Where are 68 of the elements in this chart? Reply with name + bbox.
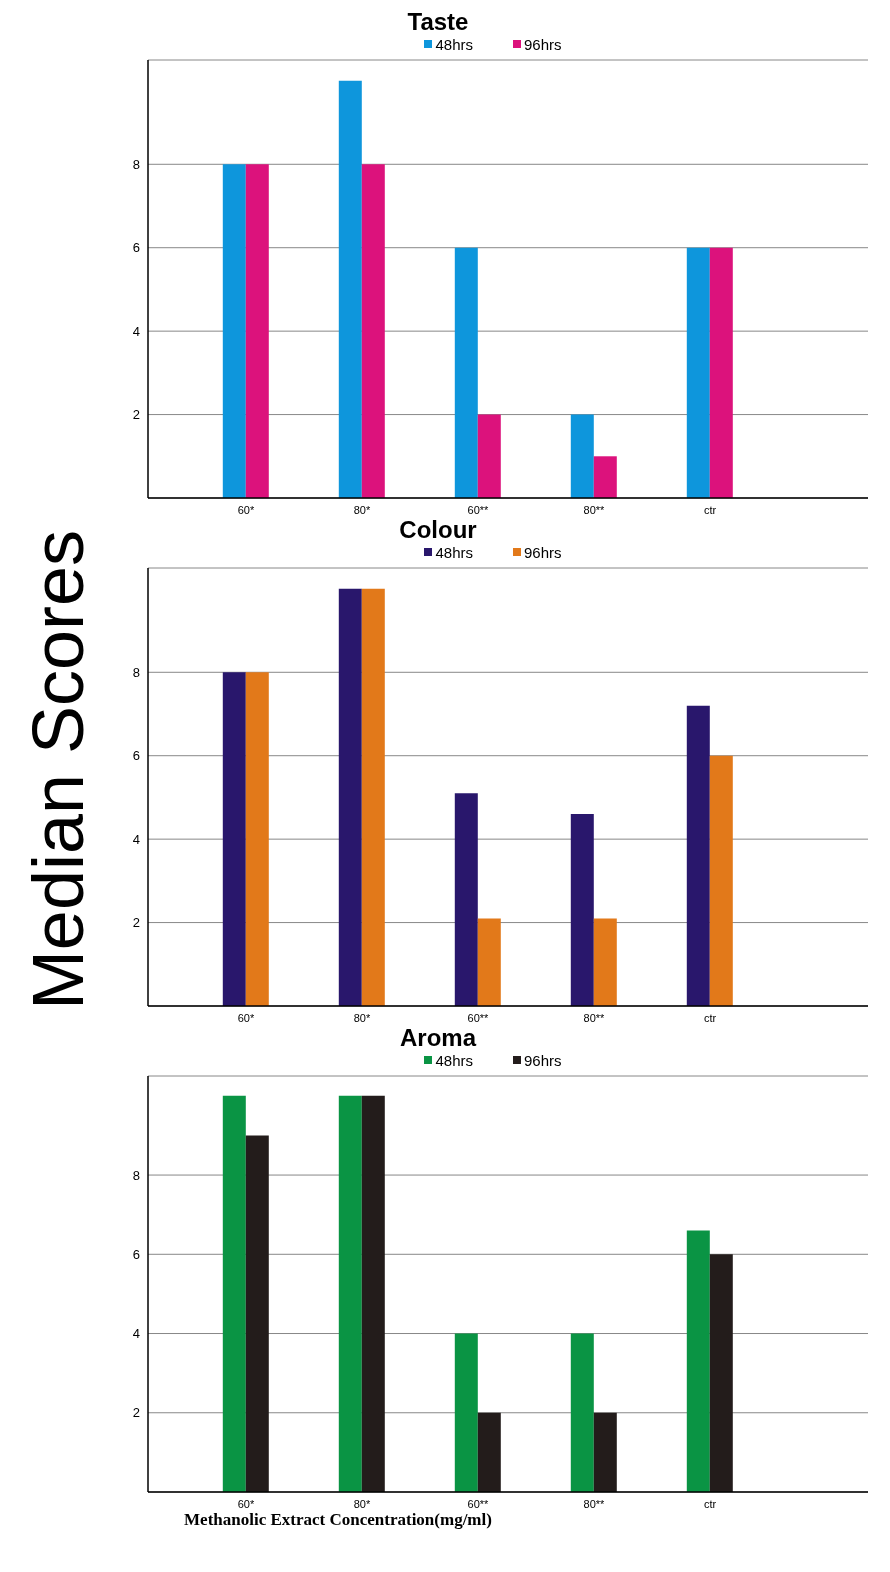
x-tick-label: 60** bbox=[467, 1497, 490, 1510]
x-tick-label: 60* bbox=[237, 1497, 255, 1510]
y-tick-label: 6 bbox=[132, 1246, 140, 1262]
legend-label: 96hrs bbox=[523, 34, 562, 54]
bar bbox=[222, 164, 246, 498]
x-tick-label: ctr bbox=[703, 1011, 717, 1024]
bar bbox=[338, 80, 362, 498]
bar bbox=[361, 164, 385, 498]
bar bbox=[245, 672, 269, 1006]
bar bbox=[454, 247, 478, 498]
legend-label: 96hrs bbox=[523, 1050, 562, 1070]
x-tick-label: ctr bbox=[703, 503, 717, 516]
bar bbox=[338, 588, 362, 1006]
y-tick-label: 8 bbox=[132, 156, 140, 172]
legend-label: 96hrs bbox=[523, 542, 562, 562]
legend-label: 48hrs bbox=[434, 542, 473, 562]
bar bbox=[709, 247, 733, 498]
bar bbox=[361, 588, 385, 1006]
x-tick-label: 80** bbox=[583, 503, 606, 516]
bar bbox=[686, 247, 710, 498]
x-axis-title: Methanolic Extract Concentration(mg/ml) bbox=[183, 1510, 493, 1530]
bar bbox=[454, 1333, 478, 1492]
bar bbox=[245, 164, 269, 498]
y-tick-label: 6 bbox=[132, 748, 140, 764]
bar bbox=[570, 414, 594, 498]
bar bbox=[245, 1135, 269, 1492]
bar bbox=[222, 1095, 246, 1492]
x-tick-label: 80** bbox=[583, 1497, 606, 1510]
x-tick-label: 60* bbox=[237, 503, 255, 516]
bar bbox=[709, 755, 733, 1006]
bar bbox=[593, 456, 617, 498]
y-axis-title: Median Scores bbox=[17, 529, 99, 1011]
bar bbox=[477, 918, 501, 1006]
x-tick-label: ctr bbox=[703, 1497, 717, 1510]
y-tick-label: 2 bbox=[132, 915, 140, 931]
legend-label: 48hrs bbox=[434, 1050, 473, 1070]
y-tick-label: 2 bbox=[132, 407, 140, 423]
y-tick-label: 4 bbox=[132, 831, 140, 847]
x-tick-label: 80* bbox=[353, 503, 371, 516]
x-tick-label: 60** bbox=[467, 503, 490, 516]
chart-title: Colour bbox=[398, 516, 478, 543]
y-tick-label: 8 bbox=[132, 1167, 140, 1183]
x-tick-label: 60* bbox=[237, 1011, 255, 1024]
chart-title: Aroma bbox=[399, 1024, 478, 1051]
bar bbox=[709, 1254, 733, 1492]
x-tick-label: 80* bbox=[353, 1497, 371, 1510]
y-tick-label: 2 bbox=[132, 1405, 140, 1421]
bar bbox=[477, 1412, 501, 1492]
x-tick-label: 80* bbox=[353, 1011, 371, 1024]
x-tick-label: 60** bbox=[467, 1011, 490, 1024]
y-tick-label: 8 bbox=[132, 664, 140, 680]
bar bbox=[361, 1095, 385, 1492]
bar bbox=[338, 1095, 362, 1492]
bar bbox=[477, 414, 501, 498]
legend-label: 48hrs bbox=[434, 34, 473, 54]
bar bbox=[686, 1230, 710, 1492]
bar bbox=[570, 814, 594, 1006]
y-tick-label: 6 bbox=[132, 240, 140, 256]
bar bbox=[593, 1412, 617, 1492]
bar bbox=[570, 1333, 594, 1492]
bar bbox=[222, 672, 246, 1006]
bar bbox=[593, 918, 617, 1006]
chart-title: Taste bbox=[406, 8, 470, 35]
bar bbox=[454, 793, 478, 1006]
y-tick-label: 4 bbox=[132, 1326, 140, 1342]
x-tick-label: 80** bbox=[583, 1011, 606, 1024]
y-tick-label: 4 bbox=[132, 323, 140, 339]
bar bbox=[686, 705, 710, 1006]
